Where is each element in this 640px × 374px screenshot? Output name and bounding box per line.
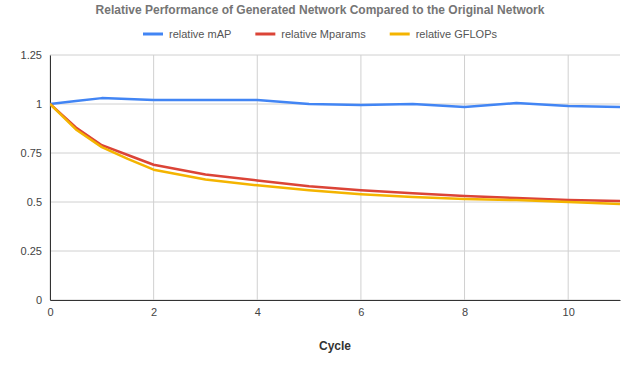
grid-line-x (153, 55, 154, 300)
grid-line-x (50, 55, 51, 300)
tick-label: 0.25 (21, 245, 42, 257)
tick-label: 0 (47, 306, 53, 318)
x-axis-title: Cycle (319, 339, 351, 353)
tick-label: 6 (358, 306, 364, 318)
tick-label: 1 (36, 98, 42, 110)
tick: 0 (47, 300, 53, 318)
tick-label: 8 (462, 306, 468, 318)
tick: 2 (151, 300, 157, 318)
tick-label: 0.75 (21, 147, 42, 159)
grid-line-y (50, 55, 620, 56)
tick-label: 0.5 (27, 196, 42, 208)
tick-label: 10 (563, 306, 575, 318)
axis-line (50, 56, 51, 301)
legend-swatch (143, 33, 163, 36)
tick: 6 (358, 300, 364, 318)
tick: 4 (255, 300, 261, 318)
grid-line-y (50, 153, 620, 154)
tick: 0.75 (21, 147, 50, 159)
legend-item: relative mAP (143, 28, 231, 40)
tick: 10 (563, 300, 575, 318)
tick-label: 1.25 (21, 49, 42, 61)
tick: 1.25 (21, 49, 50, 61)
x-axis: 0 2 4 6 8 10 (47, 300, 620, 318)
tick-label: 4 (255, 306, 261, 318)
legend-label: relative mAP (169, 28, 231, 40)
legend-item: relative GFLOPs (390, 28, 498, 40)
grid (50, 55, 620, 300)
legend-swatch (390, 33, 410, 36)
legend: relative mAP relative Mparams relative GFL… (143, 28, 498, 40)
tick-label: 0 (36, 294, 42, 306)
lines (50, 98, 620, 204)
grid-line-x (464, 55, 465, 300)
tick: 0.25 (21, 245, 50, 257)
legend-swatch (255, 33, 275, 36)
grid-line-y (50, 300, 620, 301)
grid-line-y (50, 251, 620, 252)
tick: 0 (36, 294, 50, 306)
grid-line-x (360, 55, 361, 300)
title: Relative Performance of Generated Networ… (96, 3, 545, 17)
chart: Relative Performance of Generated Networ… (0, 0, 640, 374)
grid-line-x (257, 55, 258, 300)
line (50, 98, 620, 107)
line (50, 104, 620, 204)
tick: 1 (36, 98, 50, 110)
line (50, 104, 620, 201)
axis-line (51, 300, 621, 301)
tick: 0.5 (27, 196, 50, 208)
tick: 8 (462, 300, 468, 318)
legend-item: relative Mparams (255, 28, 366, 40)
legend-label: relative Mparams (281, 28, 366, 40)
y-axis: 0 0.25 0.5 0.75 1 1.25 (21, 49, 51, 306)
legend-label: relative GFLOPs (416, 28, 498, 40)
tick-label: 2 (151, 306, 157, 318)
grid-line-x (568, 55, 569, 300)
